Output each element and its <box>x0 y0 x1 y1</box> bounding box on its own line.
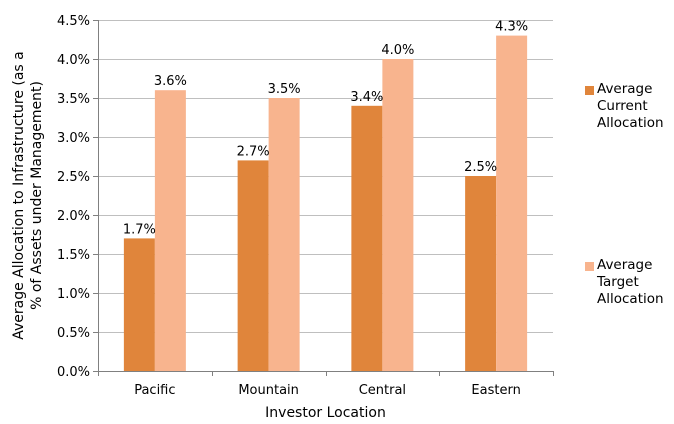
legend-label-line: Current <box>597 98 648 114</box>
legend-label: Average Current Allocation <box>597 81 664 132</box>
y-tick-label: 1.5% <box>57 248 90 263</box>
data-label: 4.3% <box>495 20 528 35</box>
bars <box>123 35 528 372</box>
data-label: 2.7% <box>237 144 270 159</box>
y-axis-title-line: % of Assets under Management) <box>29 81 45 310</box>
legend-swatch <box>585 262 594 271</box>
y-axis-title-line: Average Allocation to Infrastructure (as… <box>11 51 27 340</box>
bar-target-pacific <box>154 90 186 371</box>
x-tick-labels: Pacific Mountain Central Eastern <box>134 383 521 398</box>
legend-label-line: Average <box>597 81 653 97</box>
legend-label-line: Allocation <box>597 291 664 307</box>
legend-label-line: Allocation <box>597 115 664 131</box>
x-tick-label: Mountain <box>238 383 299 398</box>
axes <box>98 20 554 376</box>
data-label: 3.6% <box>154 74 187 89</box>
y-tick-label: 4.0% <box>57 53 90 68</box>
y-tick-labels: 0.0% 0.5% 1.0% 1.5% 2.0% 2.5% 3.0% 3.5% 4.0% 4.5% <box>57 14 90 380</box>
x-tick-label: Eastern <box>471 383 520 398</box>
legend-label-line: Average <box>597 257 653 273</box>
data-labels: 1.7% 3.6% 2.7% 3.5% 3.4% 4.0% 2.5% 4.3% <box>123 20 528 238</box>
legend-label: Average Target Allocation <box>597 257 664 308</box>
data-label: 3.5% <box>268 82 301 97</box>
y-tick-label: 0.0% <box>57 365 90 380</box>
data-label: 2.5% <box>464 160 497 175</box>
y-tick-label: 2.5% <box>57 170 90 185</box>
x-tick-label: Pacific <box>134 383 175 398</box>
x-tick-label: Central <box>359 383 406 398</box>
bar-current-mountain <box>237 160 269 371</box>
y-axis-title: Average Allocation to Infrastructure (as… <box>11 51 45 340</box>
data-label: 4.0% <box>381 43 414 58</box>
bar-target-eastern <box>496 35 528 371</box>
bar-current-pacific <box>123 238 155 371</box>
y-tick-label: 3.5% <box>57 92 90 107</box>
data-label: 1.7% <box>123 222 156 237</box>
legend-swatch <box>585 86 594 95</box>
legend-label-line: Target <box>597 274 639 290</box>
bar-target-mountain <box>268 98 300 371</box>
y-tick-label: 4.5% <box>57 14 90 29</box>
data-label: 3.4% <box>350 90 383 105</box>
bar-current-eastern <box>465 176 497 371</box>
y-tick-label: 0.5% <box>57 326 90 341</box>
bar-target-central <box>382 59 414 371</box>
y-tick-label: 1.0% <box>57 287 90 302</box>
x-axis-title: Investor Location <box>265 405 386 421</box>
y-tick-label: 3.0% <box>57 131 90 146</box>
bar-current-central <box>351 105 383 372</box>
y-tick-label: 2.0% <box>57 209 90 224</box>
